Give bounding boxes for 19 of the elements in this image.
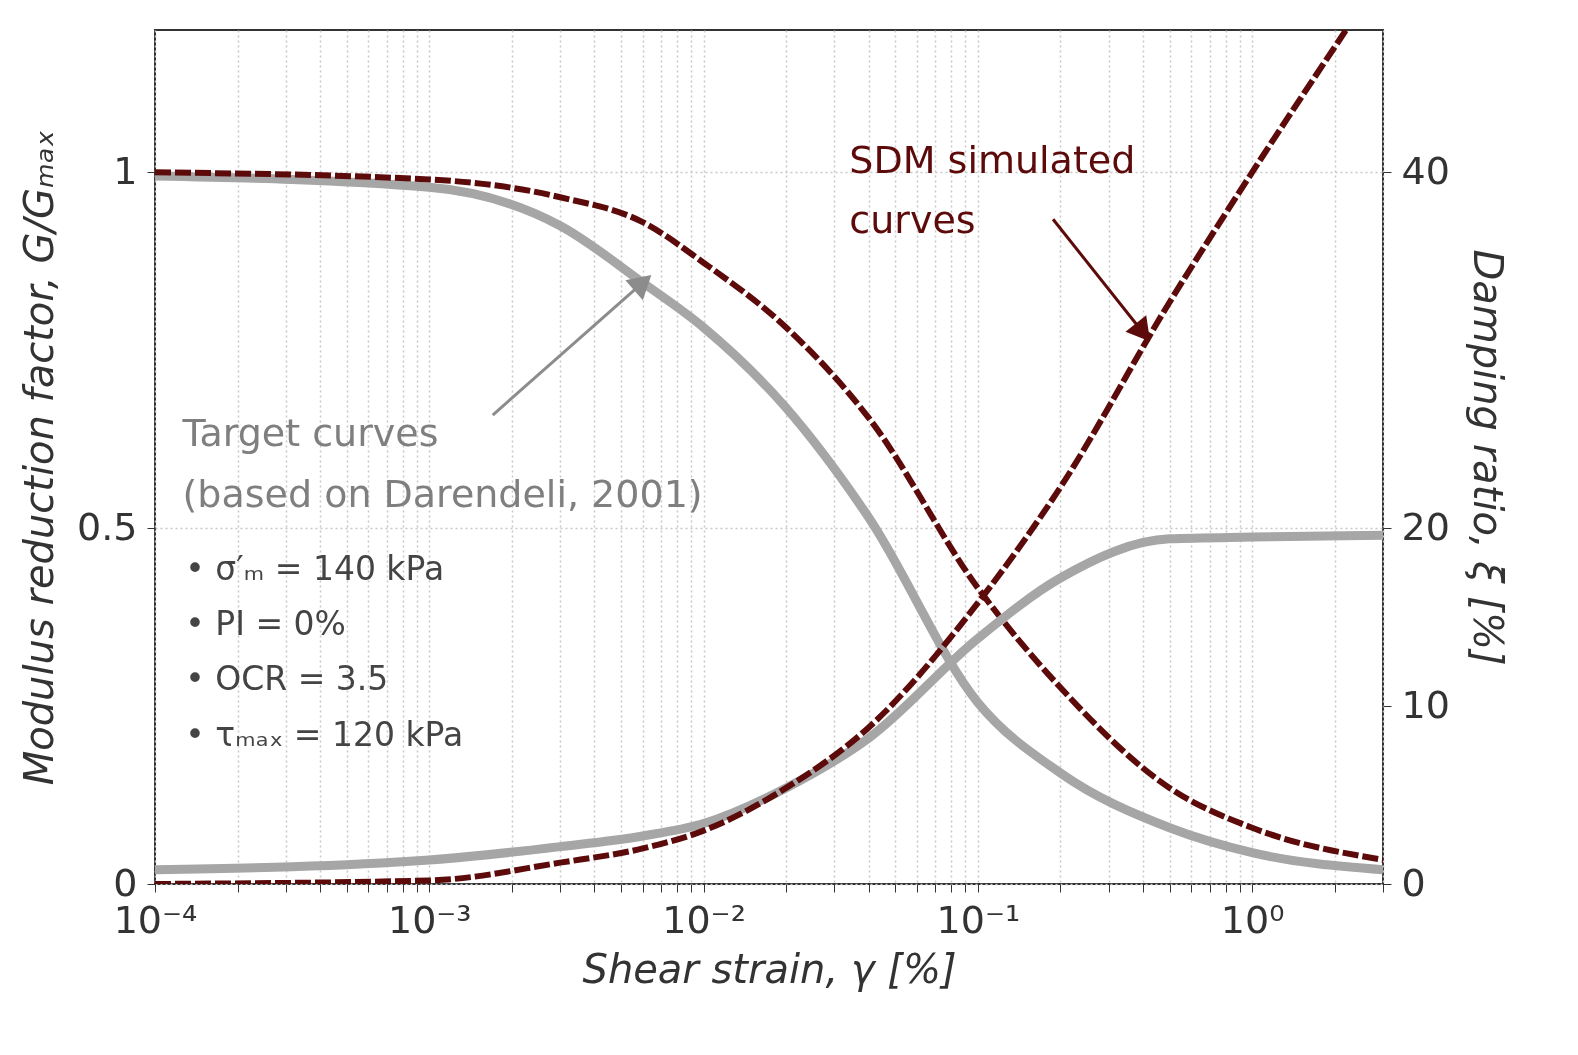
annotation: • σ′ₘ = 140 kPa	[185, 549, 445, 589]
x-axis-title: Shear strain, γ [%]	[582, 945, 957, 992]
y2-tick-label: 10	[1401, 682, 1450, 727]
annotation: Target curves (based on Darendeli, 2001)	[181, 410, 703, 516]
y2-tick-label: 0	[1401, 860, 1426, 905]
x-tick-label: 10⁻¹	[936, 897, 1021, 942]
y-tick-label: 1	[113, 148, 138, 193]
annotation: • PI = 0%	[185, 604, 346, 644]
y2-axis-title: Damping ratio, ξ [%]	[1464, 249, 1511, 666]
y2-tick-label: 40	[1401, 148, 1450, 193]
x-tick-label: 10⁰	[1220, 897, 1285, 942]
x-tick-label: 10⁻²	[662, 897, 746, 942]
y-tick-label: 0.5	[77, 504, 138, 549]
annotation: • τₘₐₓ = 120 kPa	[185, 715, 464, 755]
y2-tick-label: 20	[1401, 504, 1450, 549]
annotation: • OCR = 3.5	[185, 658, 389, 698]
x-tick-label: 10⁻³	[387, 897, 472, 942]
annotation: SDM simulated curves	[849, 137, 1136, 243]
y-axis-title: Modulus reduction factor, G/Gₘₐₓ	[16, 129, 63, 786]
